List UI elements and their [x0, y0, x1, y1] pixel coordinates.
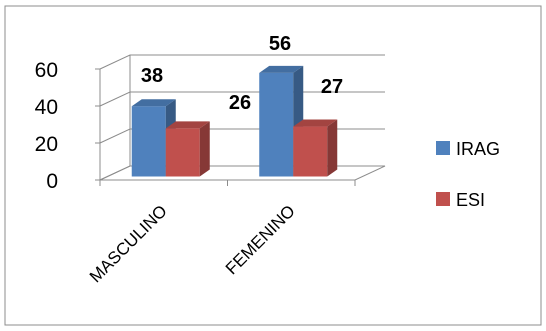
bars — [131, 65, 338, 177]
bar-side — [199, 121, 210, 177]
bar-side — [327, 119, 338, 177]
bar-esi-femenino — [293, 119, 338, 177]
legend: IRAG ESI — [436, 139, 500, 210]
y-tick-label: 0 — [46, 170, 58, 193]
legend-swatch-esi — [436, 192, 450, 206]
floor — [99, 165, 386, 181]
bar-irag-femenino — [259, 65, 304, 177]
bar-top — [131, 99, 176, 107]
data-label: 56 — [269, 33, 291, 55]
legend-swatch-irag — [436, 141, 450, 155]
legend-label: ESI — [456, 190, 485, 210]
data-label: 38 — [141, 65, 163, 87]
data-label: 27 — [321, 76, 343, 98]
legend-label: IRAG — [456, 139, 500, 159]
y-tick-label: 40 — [35, 96, 58, 119]
bar-top — [259, 65, 304, 73]
bar-front — [165, 128, 200, 177]
y-tick-label: 20 — [35, 133, 58, 156]
bar-front — [259, 72, 294, 177]
bar-front — [293, 126, 328, 177]
y-tick-label: 60 — [35, 59, 58, 82]
bar-top — [293, 119, 338, 127]
bar-esi-masculino — [165, 121, 210, 177]
bar-front — [131, 106, 166, 177]
bar-top — [165, 121, 210, 129]
data-label: 26 — [229, 92, 251, 114]
axes — [95, 68, 386, 186]
